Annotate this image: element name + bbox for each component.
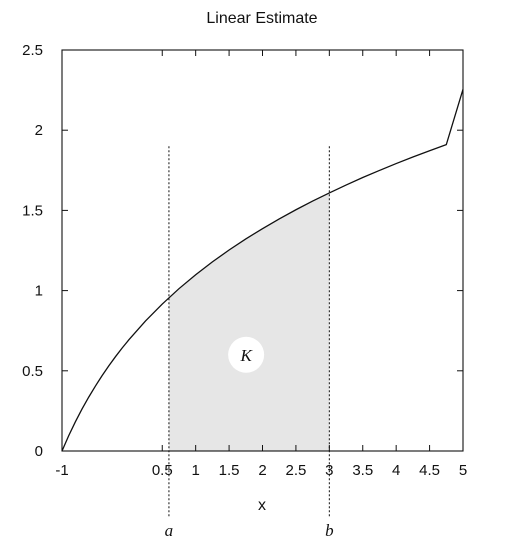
y-tick-label-5: 2.5: [22, 42, 43, 59]
region-label: K: [239, 346, 253, 365]
x-axis-label: x: [258, 497, 266, 514]
marker-label-b: b: [325, 521, 334, 540]
y-tick-label-0: 0: [35, 443, 43, 460]
x-tick-label-10: 5: [459, 462, 467, 479]
x-tick-label-2: 1: [191, 462, 199, 479]
shaded-region: [168, 192, 330, 452]
series-line: [61, 89, 464, 452]
x-tick-label-4: 2: [258, 462, 266, 479]
y-tick-label-1: 0.5: [22, 363, 43, 380]
chart-title: Linear Estimate: [206, 10, 317, 27]
y-tick-label-4: 2: [35, 122, 43, 139]
region-label-badge: [228, 336, 265, 373]
marker-label-a: a: [165, 521, 174, 540]
y-tick-label-3: 1.5: [22, 202, 43, 219]
x-tick-label-0: -1: [55, 462, 68, 479]
x-tick-label-5: 2.5: [285, 462, 306, 479]
plot-layer: Ka b -1 0.5 1 1.5 2 2.5 3 3.5 4 4.5 5 0 0.5 1 1.5 2 2.5: [22, 42, 467, 540]
x-tick-label-1: 0.5: [152, 462, 173, 479]
x-tick-label-6: 3: [325, 462, 333, 479]
x-tick-label-7: 3.5: [352, 462, 373, 479]
x-tick-label-8: 4: [392, 462, 400, 479]
x-tick-label-9: 4.5: [419, 462, 440, 479]
x-tick-label-3: 1.5: [219, 462, 240, 479]
y-tick-label-2: 1: [35, 283, 43, 300]
